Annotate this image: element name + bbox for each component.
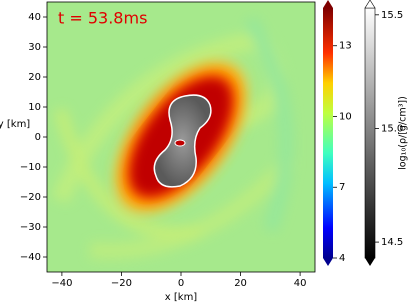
x-axis-label: x [km] xyxy=(165,292,198,303)
y-tick-label: 0 xyxy=(35,132,41,143)
x-tick-label: 20 xyxy=(234,278,247,289)
x-tick-label: −20 xyxy=(111,278,132,289)
time-annotation: t = 53.8ms xyxy=(58,9,147,28)
y-tick-label: −30 xyxy=(20,222,41,233)
colorbar-jet xyxy=(323,0,333,266)
colorbar-tick-label: 4 xyxy=(339,253,345,264)
y-tick-label: 20 xyxy=(28,72,41,83)
y-tick-label: 30 xyxy=(28,42,41,53)
y-tick-label: −10 xyxy=(20,162,41,173)
colorbar-tick-label: 13 xyxy=(339,41,352,52)
y-tick-label: −40 xyxy=(20,252,41,263)
colorbar-tick-label: 10 xyxy=(339,111,352,122)
x-tick-label: 0 xyxy=(178,278,184,289)
colorbar-tick-label: 7 xyxy=(339,182,345,193)
colorbar-tick-label: 15.5 xyxy=(381,10,403,21)
y-axis-label: y [km] xyxy=(0,119,30,130)
density-field xyxy=(47,2,315,272)
y-tick-label: 10 xyxy=(28,102,41,113)
y-tick-label: 40 xyxy=(28,12,41,23)
y-tick-label: −20 xyxy=(20,192,41,203)
x-tick-label: 40 xyxy=(294,278,307,289)
colorbar-tick-label: 14.5 xyxy=(381,237,403,248)
colorbar-tick-label: 15.0 xyxy=(381,123,403,134)
colorbar-gray xyxy=(364,0,376,266)
colorbar-label: log₁₀(ρ/[g/cm³]) xyxy=(398,96,409,170)
x-tick-label: −40 xyxy=(51,278,72,289)
